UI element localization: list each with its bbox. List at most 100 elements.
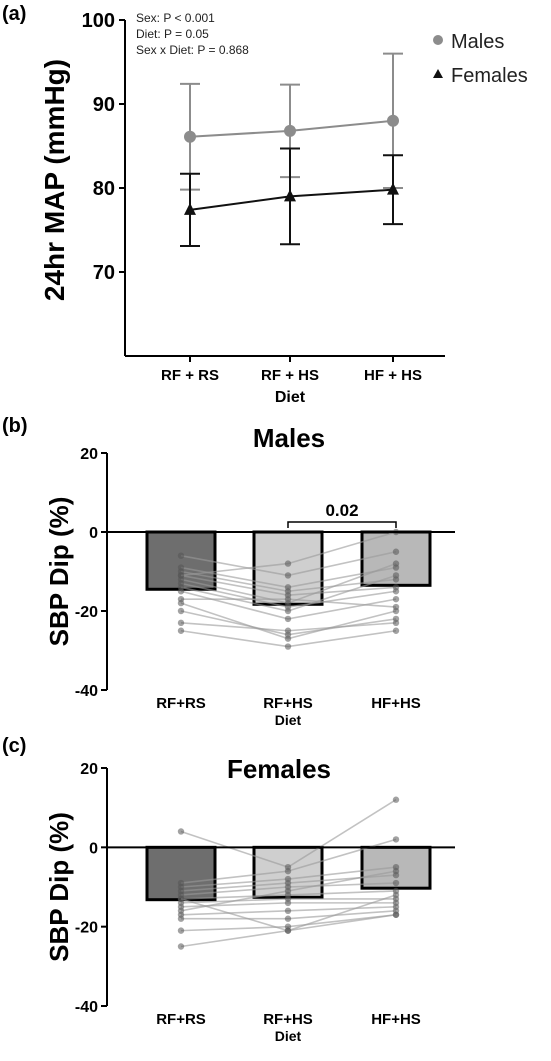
significance-value: 0.02 bbox=[325, 501, 358, 520]
legend: Males Females bbox=[433, 31, 528, 87]
y-tick-label: -20 bbox=[75, 920, 98, 937]
panel-label-b: (b) bbox=[2, 415, 28, 437]
x-tick-label: HF+HS bbox=[371, 695, 421, 712]
individual-point bbox=[284, 927, 292, 934]
stat-diet: Diet: P = 0.05 bbox=[136, 27, 209, 41]
individual-point bbox=[284, 572, 292, 579]
individual-point bbox=[177, 915, 185, 922]
individual-point bbox=[284, 907, 292, 914]
data-point bbox=[387, 182, 399, 195]
series-males bbox=[180, 52, 403, 191]
individual-point bbox=[392, 548, 400, 555]
y-tick-label: 70 bbox=[93, 262, 115, 284]
stat-interaction: Sex x Diet: P = 0.868 bbox=[136, 43, 249, 57]
y-tick-label: -20 bbox=[75, 604, 98, 621]
individual-point bbox=[177, 943, 185, 950]
panel-label-a: (a) bbox=[2, 3, 26, 25]
individual-point bbox=[284, 607, 292, 615]
legend-females-label: Females bbox=[451, 65, 528, 87]
individual-point bbox=[392, 627, 400, 634]
data-point bbox=[387, 114, 399, 127]
y-tick-label: -40 bbox=[75, 999, 98, 1016]
individual-point bbox=[177, 627, 185, 634]
panel-label-c: (c) bbox=[2, 735, 26, 757]
data-point bbox=[284, 189, 296, 202]
significance-bracket bbox=[287, 521, 397, 528]
individual-point bbox=[177, 572, 185, 579]
series-females bbox=[180, 147, 403, 247]
individual-point bbox=[177, 599, 185, 607]
individual-point bbox=[284, 631, 292, 638]
individual-point bbox=[177, 907, 185, 914]
y-tick-label: 0 bbox=[89, 525, 98, 542]
data-point bbox=[184, 130, 196, 143]
individual-point bbox=[392, 796, 400, 803]
individual-point bbox=[392, 572, 400, 579]
individual-point bbox=[392, 879, 400, 887]
individual-point bbox=[177, 552, 185, 559]
legend-males-marker bbox=[433, 35, 443, 45]
data-point bbox=[184, 202, 196, 215]
y-tick-label: 0 bbox=[89, 840, 98, 857]
bar bbox=[145, 845, 217, 902]
x-tick-label: HF + HS bbox=[364, 367, 422, 384]
individual-point bbox=[284, 887, 292, 895]
x-tick-label: RF+RS bbox=[156, 1011, 206, 1028]
individual-point bbox=[392, 607, 400, 615]
individual-points bbox=[177, 528, 400, 650]
x-tick-label: RF + RS bbox=[161, 367, 219, 384]
individual-point bbox=[284, 595, 292, 603]
y-tick-label: 90 bbox=[93, 94, 115, 116]
plot-c: 20 0 -20 -40 RF+RS RF+HS HF+HS Diet SBP Dip (%) bbox=[44, 761, 455, 1044]
y-axis-title: 24hr MAP (mmHg) bbox=[39, 59, 70, 301]
axes: 20 0 -20 -40 RF+RS RF+HS HF+HS Diet SBP Dip (%) bbox=[44, 761, 455, 1044]
individual-point bbox=[392, 595, 400, 603]
significance-annotation: 0.02 bbox=[287, 501, 397, 528]
individual-point bbox=[392, 867, 400, 875]
x-tick-label: RF+HS bbox=[263, 1011, 313, 1028]
individual-point bbox=[392, 836, 400, 843]
individual-point bbox=[392, 615, 400, 623]
individual-point bbox=[177, 828, 185, 835]
x-axis-title: Diet bbox=[275, 389, 306, 406]
y-axis-title: SBP Dip (%) bbox=[44, 497, 74, 647]
individual-point bbox=[284, 560, 292, 567]
individual-point bbox=[177, 927, 185, 934]
individual-point bbox=[284, 615, 292, 623]
individual-points bbox=[177, 796, 400, 950]
individual-point bbox=[392, 891, 400, 899]
individual-point bbox=[392, 588, 400, 595]
y-tick-label: 80 bbox=[93, 178, 115, 200]
plot-b: 20 0 -20 -40 RF+RS RF+HS HF+HS Diet SBP Dip (%) 0… bbox=[44, 446, 455, 728]
data-point bbox=[284, 124, 296, 137]
individual-point bbox=[284, 867, 292, 875]
x-tick-label: RF + HS bbox=[261, 367, 319, 384]
y-tick-label: 20 bbox=[80, 446, 98, 463]
individual-point bbox=[284, 915, 292, 922]
individual-point bbox=[392, 911, 400, 918]
stat-sex: Sex: P < 0.001 bbox=[136, 11, 215, 25]
y-tick-label: 20 bbox=[80, 761, 98, 778]
x-tick-label: RF+HS bbox=[263, 695, 313, 712]
individual-point bbox=[177, 619, 185, 627]
x-axis-title: Diet bbox=[275, 712, 302, 728]
x-tick-label: HF+HS bbox=[371, 1011, 421, 1028]
axes: 70 80 90 100 RF + RS RF + HS HF + HS Diet 24hr M… bbox=[39, 10, 445, 406]
legend-males-label: Males bbox=[451, 31, 504, 53]
individual-point bbox=[177, 607, 185, 615]
chart-title-males: Males bbox=[253, 423, 325, 453]
individual-point bbox=[284, 899, 292, 907]
individual-point bbox=[392, 560, 400, 567]
individual-point bbox=[177, 588, 185, 595]
y-tick-label: -40 bbox=[75, 683, 98, 700]
individual-point bbox=[284, 643, 292, 650]
chart-title-females: Females bbox=[227, 754, 331, 784]
plot-a: 70 80 90 100 RF + RS RF + HS HF + HS Diet 24hr M… bbox=[39, 10, 445, 406]
x-tick-label: RF+RS bbox=[156, 695, 206, 712]
x-axis-title: Diet bbox=[275, 1028, 302, 1044]
axes: 20 0 -20 -40 RF+RS RF+HS HF+HS Diet SBP Dip (%) bbox=[44, 446, 455, 728]
y-axis-title: SBP Dip (%) bbox=[44, 812, 74, 962]
bars bbox=[145, 845, 432, 902]
individual-point bbox=[177, 895, 185, 903]
